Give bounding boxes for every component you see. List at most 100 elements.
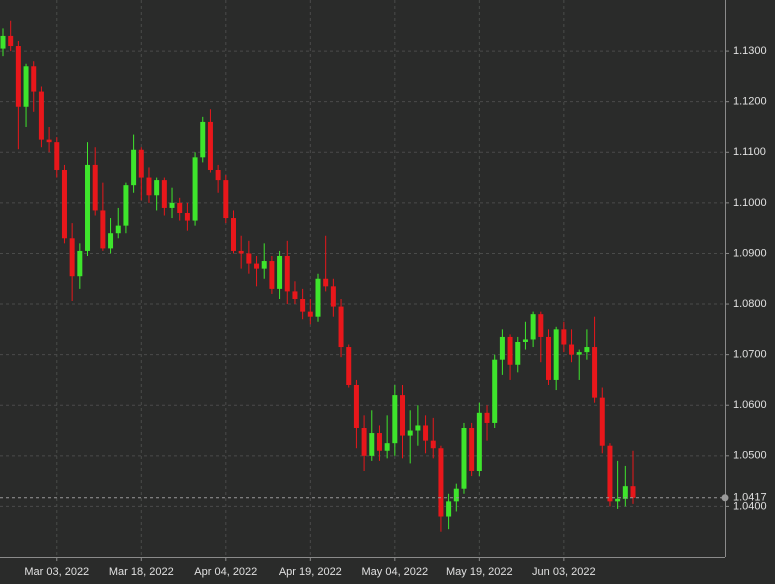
candle-body bbox=[507, 336, 513, 365]
candle-body bbox=[407, 430, 413, 436]
candle-body bbox=[230, 218, 236, 251]
candle-body bbox=[46, 139, 52, 143]
candle-body bbox=[376, 433, 382, 451]
candle-body bbox=[169, 202, 175, 208]
candle-body bbox=[499, 336, 505, 360]
y-tick-label: 1.0500 bbox=[733, 450, 767, 462]
last-price-label: 1.0417 bbox=[733, 492, 767, 504]
candle-body bbox=[77, 250, 83, 277]
candle-body bbox=[438, 448, 444, 517]
candle-body bbox=[115, 225, 121, 234]
candle-body bbox=[215, 169, 221, 181]
candle-body bbox=[323, 278, 329, 287]
candle-body bbox=[261, 261, 267, 269]
candle-body bbox=[69, 238, 75, 277]
candle-body bbox=[353, 384, 359, 428]
candle-body bbox=[177, 202, 183, 213]
candle-body bbox=[161, 180, 167, 208]
candle-body bbox=[569, 344, 575, 355]
candle-body bbox=[400, 395, 406, 436]
candle-body bbox=[38, 91, 44, 140]
candle-body bbox=[369, 433, 375, 456]
y-tick-label: 1.1200 bbox=[733, 96, 767, 108]
candle-body bbox=[615, 498, 621, 502]
candle-body bbox=[108, 233, 114, 249]
candle-body bbox=[576, 352, 582, 355]
candle-body bbox=[622, 486, 628, 499]
candle-body bbox=[423, 425, 429, 441]
candle-body bbox=[361, 427, 367, 456]
y-tick-label: 1.0700 bbox=[733, 349, 767, 361]
last-price-marker bbox=[721, 494, 729, 502]
candle-body bbox=[292, 291, 298, 299]
candle-body bbox=[277, 255, 283, 289]
candle-body bbox=[599, 397, 605, 446]
x-tick-label: Mar 03, 2022 bbox=[24, 566, 89, 578]
candle-body bbox=[300, 298, 306, 312]
x-tick-label: Apr 04, 2022 bbox=[194, 566, 257, 578]
candle-body bbox=[561, 329, 567, 345]
candle-body bbox=[138, 149, 144, 178]
candle-body bbox=[246, 253, 252, 264]
candle-body bbox=[592, 347, 598, 398]
candle-body bbox=[269, 261, 275, 289]
candle-body bbox=[85, 164, 91, 251]
candle-body bbox=[469, 427, 475, 471]
candle-body bbox=[492, 359, 498, 423]
candle-body bbox=[446, 501, 452, 517]
candle-body bbox=[607, 445, 613, 502]
candle-body bbox=[238, 250, 244, 254]
candle-body bbox=[15, 46, 21, 107]
candle-body bbox=[415, 425, 421, 431]
candle-body bbox=[584, 347, 590, 353]
y-tick-label: 1.1300 bbox=[733, 45, 767, 57]
candle-body bbox=[538, 314, 544, 337]
candle-body bbox=[522, 339, 528, 342]
candle-body bbox=[515, 341, 521, 365]
candle-body bbox=[184, 212, 190, 221]
candle-body bbox=[92, 164, 98, 211]
x-tick-label: Apr 19, 2022 bbox=[279, 566, 342, 578]
candle-body bbox=[476, 412, 482, 471]
candle-body bbox=[31, 66, 37, 92]
candle-body bbox=[8, 35, 14, 47]
candle-body bbox=[392, 395, 398, 444]
y-tick-label: 1.1100 bbox=[733, 146, 766, 158]
candle-body bbox=[530, 314, 536, 340]
candle-body bbox=[553, 329, 559, 380]
candle-body bbox=[338, 306, 344, 348]
candle-body bbox=[453, 488, 459, 502]
candle-body bbox=[346, 347, 352, 385]
candle-body bbox=[545, 336, 551, 380]
candle-body bbox=[54, 142, 60, 170]
y-tick-label: 1.1000 bbox=[733, 197, 767, 209]
candle-body bbox=[131, 149, 137, 186]
candle-body bbox=[154, 180, 160, 196]
candle-body bbox=[384, 443, 390, 451]
candle-body bbox=[0, 35, 6, 49]
candle-body bbox=[484, 412, 490, 423]
x-tick-label: May 19, 2022 bbox=[446, 566, 513, 578]
candle-body bbox=[630, 486, 636, 498]
candle-body bbox=[284, 255, 290, 292]
candle-body bbox=[146, 177, 152, 196]
x-tick-label: May 04, 2022 bbox=[362, 566, 429, 578]
x-tick-label: Mar 18, 2022 bbox=[109, 566, 174, 578]
y-tick-label: 1.0600 bbox=[733, 399, 767, 411]
x-tick-label: Jun 03, 2022 bbox=[532, 566, 596, 578]
candle-body bbox=[307, 311, 313, 317]
candle-body bbox=[207, 121, 213, 170]
candle-body bbox=[330, 286, 336, 307]
candle-body bbox=[223, 180, 229, 219]
candle-body bbox=[315, 278, 321, 317]
candle-body bbox=[123, 185, 129, 226]
y-tick-label: 1.0800 bbox=[733, 298, 767, 310]
candle-body bbox=[192, 157, 198, 221]
candle-body bbox=[100, 210, 106, 249]
candle-body bbox=[23, 66, 29, 107]
candle-body bbox=[200, 121, 206, 158]
candle-body bbox=[254, 263, 260, 269]
y-tick-label: 1.0900 bbox=[733, 247, 767, 259]
y-tick-label: 1.0400 bbox=[733, 500, 767, 512]
